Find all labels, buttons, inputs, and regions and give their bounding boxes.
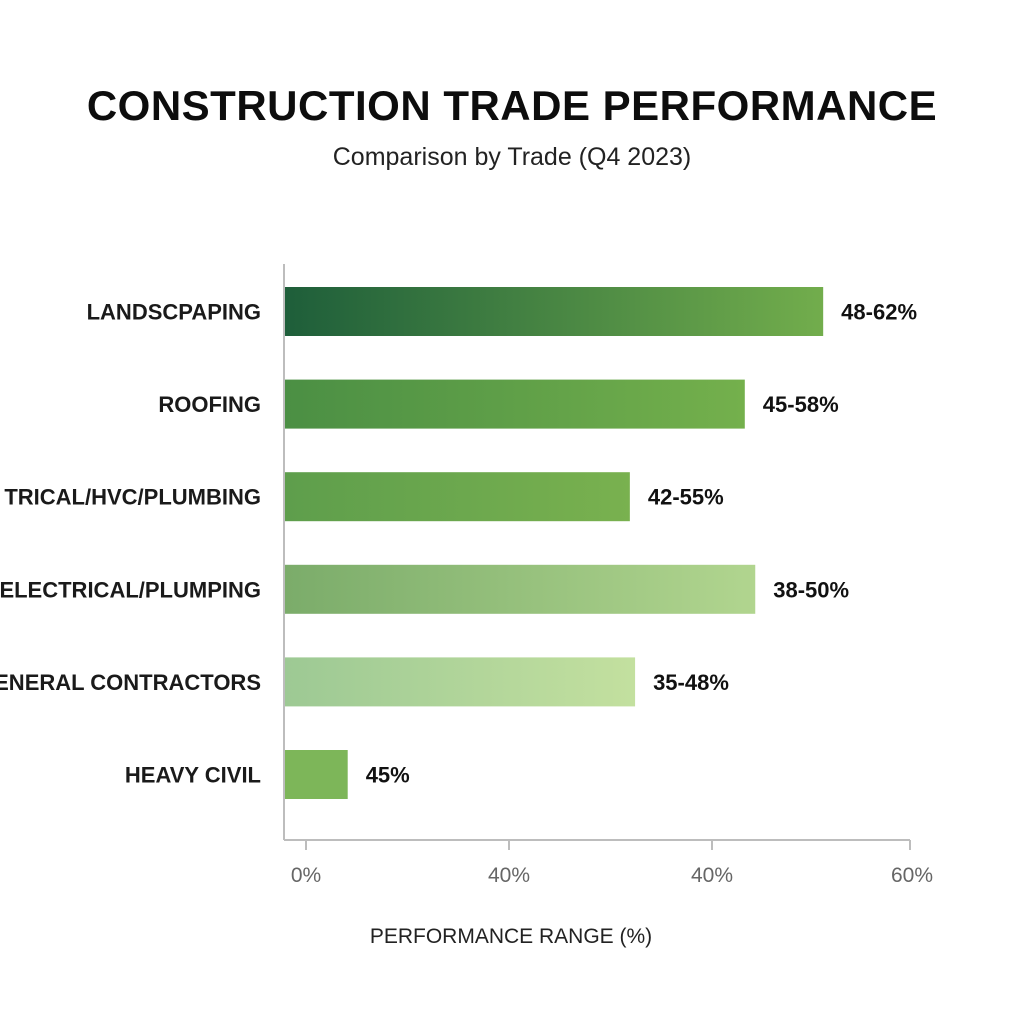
chart-title: CONSTRUCTION TRADE PERFORMANCE xyxy=(86,82,938,129)
x-tick-label: 60% xyxy=(891,864,933,887)
category-label: ELECTRICAL/PLUMPING xyxy=(0,577,261,602)
category-label: GENERAL CONTRACTORS xyxy=(0,670,261,695)
bar-6 xyxy=(285,750,348,799)
value-label: 45% xyxy=(366,763,410,788)
value-label: 38-50% xyxy=(773,577,849,602)
value-label: 48-62% xyxy=(841,300,917,325)
category-label: LANDSCPAPING xyxy=(87,300,261,325)
value-label: 45-58% xyxy=(763,392,839,417)
x-tick-label: 40% xyxy=(691,864,733,887)
bar-1 xyxy=(285,287,824,336)
category-label: HEAVY CIVIL xyxy=(125,763,261,788)
x-tick-label: 0% xyxy=(291,864,321,887)
bar-5 xyxy=(285,657,636,707)
bar-4 xyxy=(285,564,756,614)
category-label: TRICAL/HVC/PLUMBING xyxy=(4,485,261,510)
x-axis-title: PERFORMANCE RANGE (%) xyxy=(370,925,652,948)
chart-subtitle: Comparison by Trade (Q4 2023) xyxy=(332,143,692,171)
bar-2 xyxy=(285,379,745,429)
category-label: ROOFING xyxy=(158,392,261,417)
bar-3 xyxy=(285,472,630,522)
value-label: 35-48% xyxy=(653,670,729,695)
x-tick-label: 40% xyxy=(488,864,530,887)
value-label: 42-55% xyxy=(648,485,724,510)
